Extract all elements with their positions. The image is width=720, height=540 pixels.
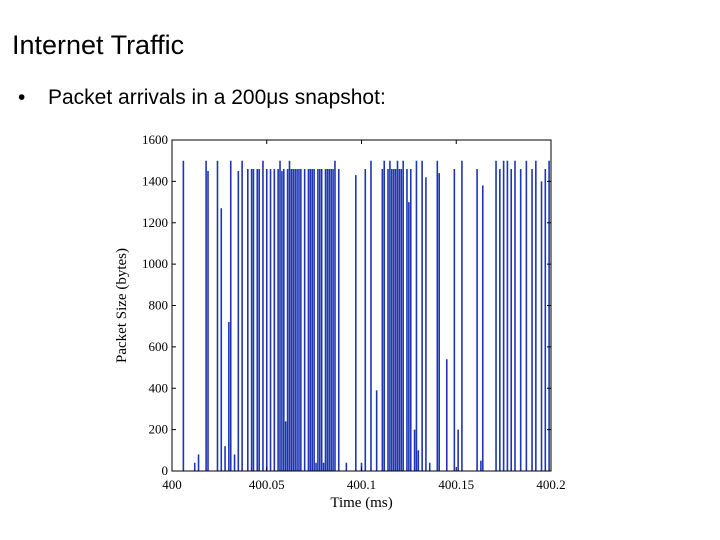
x-tick-label: 400.1 — [347, 477, 376, 492]
y-tick-label: 1400 — [142, 173, 168, 188]
x-tick-label: 400.05 — [249, 477, 285, 492]
bars-group — [182, 160, 550, 471]
y-tick-label: 600 — [149, 339, 169, 354]
bullet-text: Packet arrivals in a 200μs snapshot: — [48, 86, 386, 109]
y-tick-label: 0 — [162, 463, 169, 478]
x-axis-label: Time (ms) — [330, 495, 392, 511]
x-tick-label: 400.2 — [536, 477, 565, 492]
x-tick-label: 400.15 — [438, 477, 474, 492]
y-tick-label: 400 — [149, 380, 169, 395]
ticks-group: 0 200 400 600 800 1000 1200 1400 1600 400 400.05 40… — [142, 132, 566, 492]
y-tick-label: 1000 — [142, 256, 168, 271]
bullet-point: • Packet arrivals in a 200μs snapshot: — [18, 86, 386, 110]
slide-title: Internet Traffic — [12, 30, 185, 60]
y-tick-label: 1600 — [142, 132, 168, 147]
x-tick-label: 400 — [162, 477, 182, 492]
y-tick-label: 1200 — [142, 215, 168, 230]
y-axis-label: Packet Size (bytes) — [114, 248, 130, 363]
bullet-marker: • — [18, 86, 26, 109]
y-tick-label: 200 — [149, 422, 169, 437]
y-tick-label: 800 — [149, 298, 169, 313]
